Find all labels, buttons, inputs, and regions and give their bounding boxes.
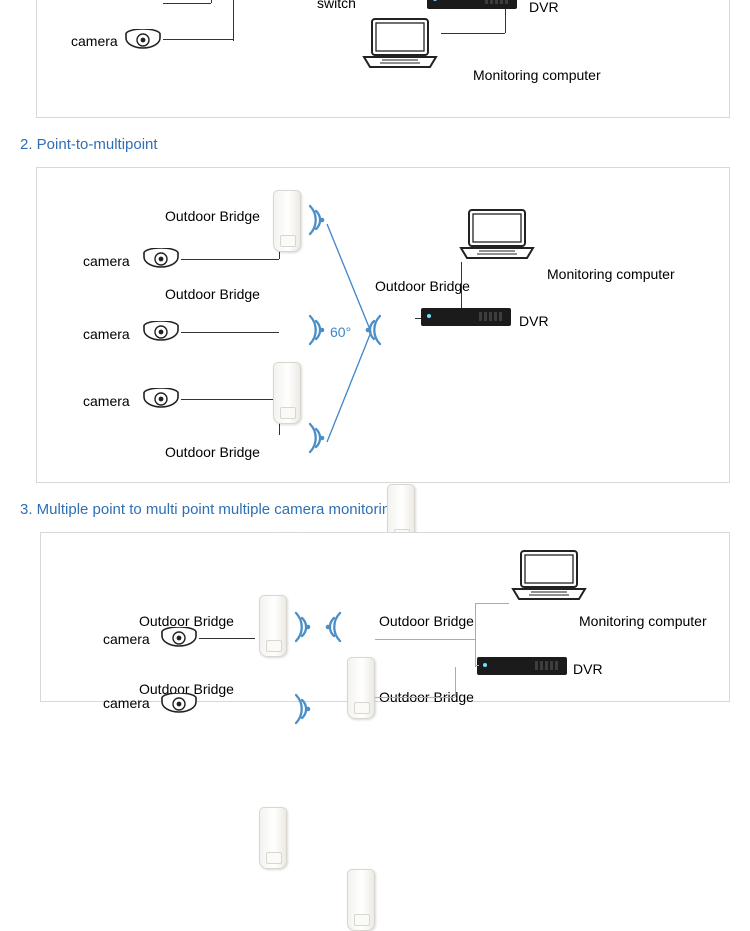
camera-label: camera (103, 695, 150, 711)
camera-icon (141, 388, 181, 412)
line (505, 9, 506, 33)
laptop-icon (362, 17, 440, 71)
camera-icon (159, 693, 199, 717)
dvr-icon (421, 308, 511, 326)
camera-label-1: camera (71, 33, 118, 49)
bridge-icon (347, 869, 375, 931)
outdoor-bridge-label: Outdoor Bridge (379, 613, 474, 629)
line (163, 3, 211, 4)
monitor-label: Monitoring computer (579, 613, 707, 629)
laptop-icon (459, 208, 537, 262)
line (375, 639, 475, 640)
line (455, 667, 456, 697)
wifi-icon (321, 609, 343, 645)
camera-label: camera (83, 326, 130, 342)
line (181, 399, 279, 400)
bridge-icon (273, 190, 301, 252)
line (233, 0, 234, 41)
outdoor-bridge-label: Outdoor Bridge (165, 208, 260, 224)
camera-label: camera (83, 253, 130, 269)
camera-icon (159, 627, 199, 651)
dvr-icon (427, 0, 517, 9)
bridge-icon (259, 807, 287, 869)
line (181, 332, 279, 333)
camera-label: camera (83, 393, 130, 409)
dvr-label: DVR (529, 0, 559, 15)
section2-title: 2. Point-to-multipoint (20, 136, 750, 153)
line (163, 39, 233, 40)
outdoor-bridge-label: Outdoor Bridge (375, 278, 470, 294)
camera-icon (141, 248, 181, 272)
line (475, 603, 476, 667)
monitor-label: Monitoring computer (547, 266, 675, 282)
panel-point-to-point-partial: switch DVR camera Monitoring computer (36, 0, 730, 118)
wifi-icon (293, 691, 315, 727)
line (211, 0, 212, 3)
line (441, 33, 505, 34)
outdoor-bridge-label: Outdoor Bridge (165, 444, 260, 460)
bridge-icon (259, 595, 287, 657)
dvr-label: DVR (519, 313, 549, 329)
panel-multipoint-multipoint: Outdoor Bridge camera Outdoor Bridge Out… (40, 532, 730, 702)
wifi-icon (293, 609, 315, 645)
camera-label: camera (103, 631, 150, 647)
line (461, 262, 462, 308)
wifi-icon (361, 312, 383, 348)
line (475, 603, 509, 604)
line (375, 697, 455, 698)
bridge-icon (347, 657, 375, 719)
dvr-icon (477, 657, 567, 675)
outdoor-bridge-label: Outdoor Bridge (165, 286, 260, 302)
line (181, 259, 279, 260)
section3-title: 3. Multiple point to multi point multipl… (20, 501, 750, 518)
panel-point-to-multipoint: camera camera camera Outdoor Bridge Outd… (36, 167, 730, 483)
dvr-label: DVR (573, 661, 603, 677)
line (199, 638, 255, 639)
laptop-icon (511, 549, 589, 603)
switch-label: switch (317, 0, 356, 11)
line (475, 665, 479, 666)
bridge-icon (273, 362, 301, 424)
camera-icon (123, 29, 163, 53)
camera-icon (141, 321, 181, 345)
monitor-label: Monitoring computer (473, 67, 601, 83)
